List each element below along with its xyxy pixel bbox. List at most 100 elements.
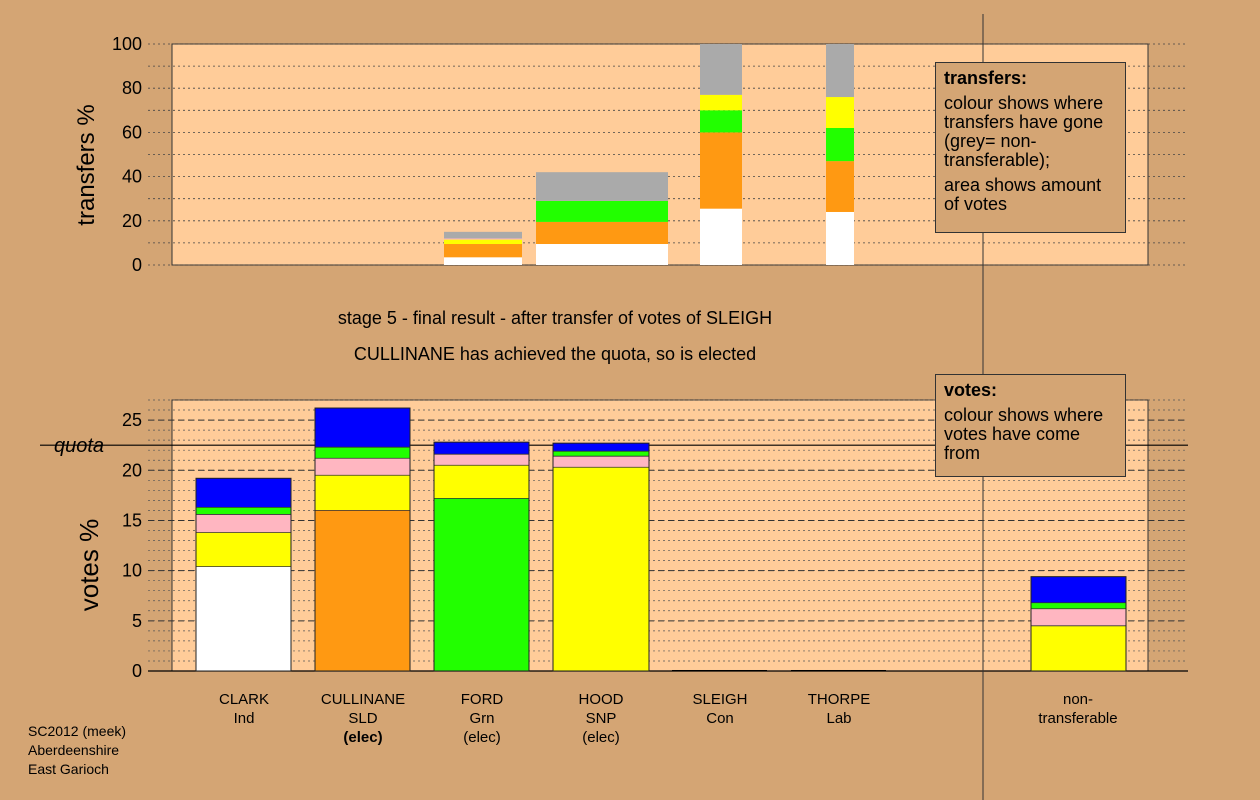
vote-bar-segment	[434, 465, 529, 499]
y-tick-label: 80	[122, 78, 142, 98]
transfer-bar-segment	[536, 244, 668, 265]
transfers-legend-text-2: area shows amount of votes	[944, 175, 1102, 214]
y-tick-label: 25	[122, 410, 142, 430]
candidate-party: Grn	[469, 710, 495, 727]
candidate-status: (elec)	[343, 729, 383, 746]
candidate-label-thorpe: THORPE Lab	[779, 690, 899, 728]
candidate-status: (elec)	[582, 729, 620, 746]
vote-bar-outline	[195, 477, 292, 672]
vote-bar-outline	[433, 441, 530, 672]
votes-legend-text-1: colour shows where votes have come from	[944, 405, 1104, 463]
vote-bar-segment	[1031, 576, 1126, 603]
transfer-bar-segment	[700, 94, 742, 111]
y-tick-label: 5	[132, 611, 142, 631]
transfer-bar-segment	[536, 221, 668, 245]
vote-bar-segment	[553, 467, 649, 671]
vote-bar-outline	[314, 407, 411, 672]
vote-bar-outline	[1030, 576, 1127, 672]
transfers-legend: transfers: colour shows where transfers …	[935, 62, 1126, 233]
candidate-name: SLEIGH	[692, 691, 748, 708]
transfer-bar-segment	[826, 44, 854, 98]
vote-bar-segment	[315, 458, 410, 476]
vote-bar-segment	[196, 507, 291, 515]
transfer-bar-segment	[700, 132, 742, 209]
candidate-name: CULLINANE	[320, 691, 406, 708]
vote-bar-segment	[315, 408, 410, 448]
transfers-legend-title: transfers:	[944, 68, 1028, 88]
y-tick-label: 0	[132, 661, 142, 681]
footer: SC2012 (meek) Aberdeenshire East Garioch	[28, 722, 126, 779]
transfer-bar-segment	[700, 44, 742, 95]
candidate-party: Lab	[826, 710, 852, 727]
vote-bar-segment	[1031, 625, 1126, 671]
transfer-bar-segment	[536, 200, 668, 222]
votes-legend-title: votes:	[944, 380, 998, 400]
footer-line-3: East Garioch	[28, 761, 109, 777]
votes-chart: 0 5 10 15 20 25 quota votes %	[40, 399, 1188, 681]
candidate-party: Ind	[233, 710, 255, 727]
y-axis-label: transfers %	[73, 104, 100, 225]
transfer-bar-segment	[444, 239, 522, 245]
candidate-name: THORPE	[807, 691, 871, 708]
vote-bar-segment	[1031, 602, 1126, 609]
vote-bar-segment	[315, 447, 410, 459]
candidate-label-clark: CLARK Ind	[184, 690, 304, 728]
y-tick-label: 10	[122, 561, 142, 581]
footer-line-1: SC2012 (meek)	[28, 723, 127, 739]
vote-bar-segment	[434, 454, 529, 466]
vote-bar-segment	[196, 478, 291, 508]
transfer-bar-segment	[826, 127, 854, 162]
candidate-name: FORD	[460, 691, 504, 708]
y-axis-label: votes %	[74, 519, 104, 612]
transfer-bar-segment	[536, 172, 668, 201]
transfer-bar-segment	[826, 161, 854, 212]
candidate-label-hood: HOOD SNP (elec)	[541, 690, 661, 747]
transfer-bar-segment	[444, 238, 522, 240]
vote-bar-segment	[553, 456, 649, 468]
transfer-bar-segment	[444, 257, 522, 265]
candidate-status: (elec)	[463, 729, 501, 746]
candidate-label-cullinane: CULLINANE SLD (elec)	[303, 690, 423, 747]
y-tick-label: 0	[132, 255, 142, 275]
vote-bar-segment	[553, 443, 649, 452]
vote-bar-outline	[552, 442, 650, 672]
nontransferable-line-2: transferable	[1038, 710, 1118, 727]
candidate-label-nontransferable: non- transferable	[1018, 690, 1138, 728]
candidate-party: Con	[706, 710, 734, 727]
y-tick-label: 100	[112, 34, 142, 54]
vote-bar-segment	[1031, 608, 1126, 626]
vote-bar-segment	[553, 451, 649, 457]
quota-label: quota	[54, 435, 104, 457]
footer-line-2: Aberdeenshire	[28, 742, 120, 758]
candidate-party: SNP	[585, 710, 617, 727]
transfer-bar-segment	[826, 211, 854, 265]
y-tick-label: 40	[122, 167, 142, 187]
transfer-bar-segment	[700, 208, 742, 265]
stage-subtitle: CULLINANE has achieved the quota, so is …	[353, 344, 757, 364]
candidate-label-ford: FORD Grn (elec)	[422, 690, 542, 747]
candidate-party: SLD	[348, 710, 378, 727]
transfer-bar-segment	[444, 244, 522, 258]
candidate-label-sleigh: SLEIGH Con	[660, 690, 780, 728]
transfer-bar-segment	[700, 110, 742, 133]
transfers-legend-text-1: colour shows where transfers have gone (…	[944, 93, 1104, 170]
vote-bar-segment	[434, 442, 529, 455]
nontransferable-line-1: non-	[1062, 691, 1094, 708]
vote-bar-segment	[791, 669, 886, 671]
y-tick-label: 60	[122, 122, 142, 142]
candidate-name: HOOD	[578, 691, 624, 708]
votes-legend: votes: colour shows where votes have com…	[935, 374, 1126, 477]
y-tick-label: 20	[122, 460, 142, 480]
vote-bar-segment	[196, 566, 291, 671]
vote-bar-segment	[315, 475, 410, 511]
transfer-bar-segment	[826, 97, 854, 128]
transfer-bar-segment	[444, 231, 522, 239]
y-tick-label: 15	[122, 510, 142, 530]
stage-title: stage 5 - final result - after transfer …	[337, 308, 773, 328]
vote-bar-segment	[434, 498, 529, 671]
y-tick-label: 20	[122, 211, 142, 231]
vote-bar-segment	[196, 532, 291, 567]
candidate-name: CLARK	[218, 691, 270, 708]
vote-bar-segment	[672, 669, 767, 671]
vote-bar-segment	[196, 514, 291, 533]
